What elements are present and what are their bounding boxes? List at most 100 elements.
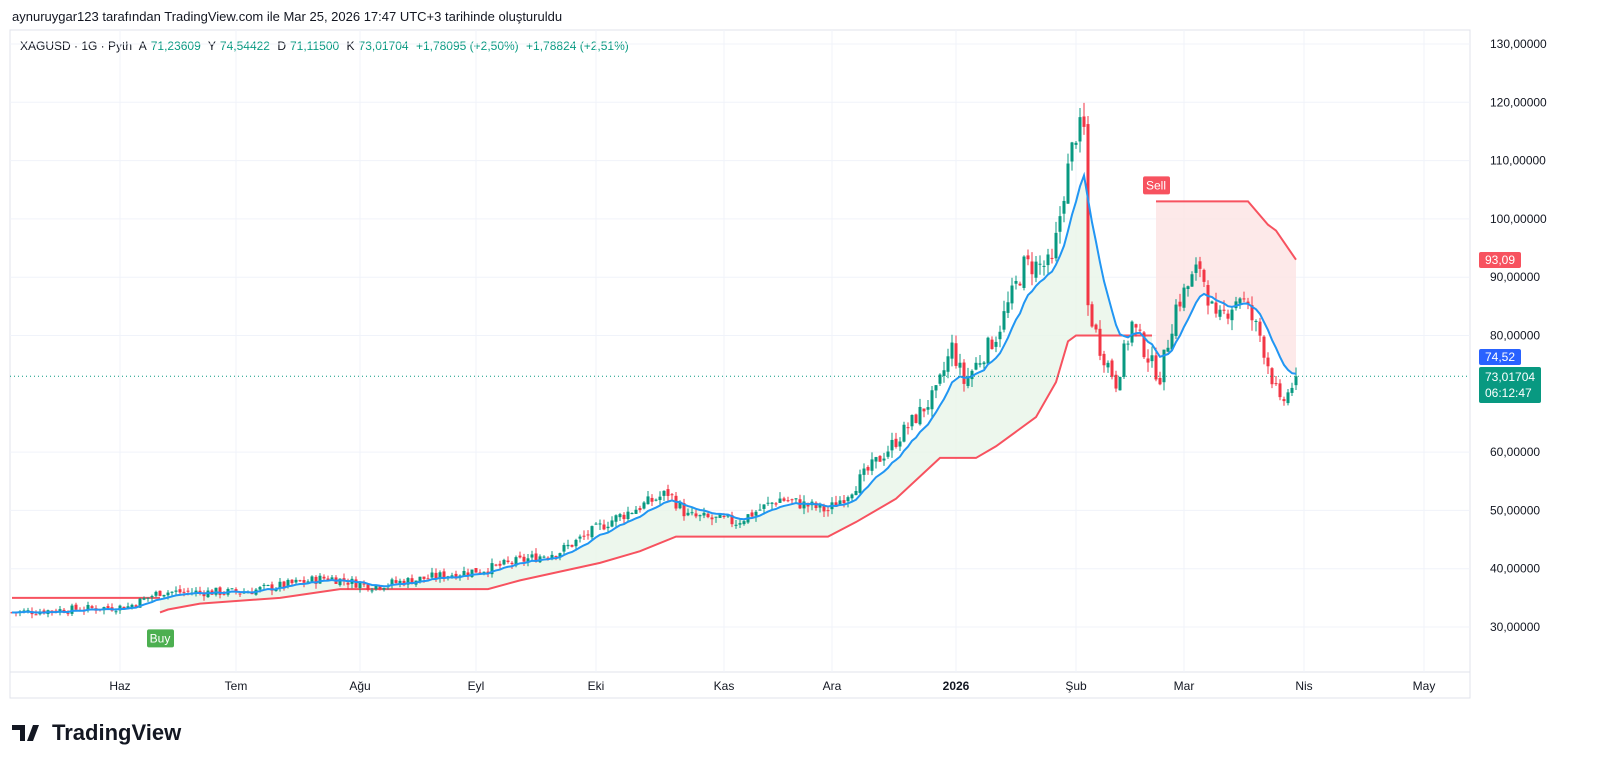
candle-body bbox=[402, 580, 406, 586]
candle-body bbox=[698, 515, 702, 517]
candle-body bbox=[442, 571, 446, 579]
candle-body bbox=[714, 516, 718, 518]
candle-body bbox=[230, 588, 234, 590]
candle-body bbox=[1026, 255, 1030, 260]
candle-body bbox=[470, 569, 474, 577]
candle-body bbox=[542, 556, 546, 558]
candle-body bbox=[1282, 399, 1286, 402]
candle-body bbox=[1214, 302, 1218, 314]
candle-body bbox=[498, 563, 502, 566]
candle-body bbox=[710, 517, 714, 520]
candle-body bbox=[298, 580, 302, 582]
candle-body bbox=[430, 572, 434, 578]
candle-body bbox=[1046, 254, 1050, 266]
candle-body bbox=[1126, 343, 1130, 345]
candle-body bbox=[990, 339, 994, 350]
candle-body bbox=[994, 341, 998, 347]
supertrend-down-line-2 bbox=[1156, 200, 1297, 261]
candle-body bbox=[1066, 163, 1070, 204]
candle-body bbox=[1262, 336, 1266, 358]
candle-body bbox=[314, 576, 318, 584]
candle-body bbox=[954, 343, 958, 366]
candle-body bbox=[294, 579, 298, 583]
candle-body bbox=[370, 590, 374, 592]
candle-body bbox=[1122, 343, 1126, 377]
tradingview-logo[interactable]: TradingView bbox=[12, 720, 181, 746]
candle-body bbox=[326, 578, 330, 580]
candle-body bbox=[586, 534, 590, 536]
x-tick-label: Ağu bbox=[349, 679, 370, 693]
candle-body bbox=[530, 554, 534, 558]
candle-body bbox=[614, 515, 618, 522]
candle-body bbox=[1142, 332, 1146, 358]
candle-body bbox=[870, 459, 874, 471]
candle-body bbox=[522, 556, 526, 562]
symbol[interactable]: XAGUSD · 1G · Pyth bbox=[20, 39, 133, 53]
stop-price-tag: 93,09 bbox=[1479, 252, 1522, 268]
candle-body bbox=[974, 362, 978, 370]
candle-body bbox=[186, 590, 190, 592]
candle-body bbox=[222, 593, 226, 595]
candle-body bbox=[702, 512, 706, 516]
candle-body bbox=[1194, 264, 1198, 273]
candle-body bbox=[690, 512, 694, 514]
candle-body bbox=[346, 582, 350, 585]
candle-body bbox=[374, 585, 378, 590]
candle-body bbox=[570, 544, 574, 547]
candle-body bbox=[1186, 286, 1190, 290]
candle-body bbox=[134, 605, 138, 607]
candle-body bbox=[1010, 285, 1014, 304]
candle-body bbox=[1006, 302, 1010, 313]
last-price-tag: 73,01704 06:12:47 bbox=[1479, 367, 1542, 403]
candle-body bbox=[474, 568, 478, 573]
supertrend-up-line bbox=[159, 334, 1152, 614]
candle-body bbox=[526, 558, 530, 563]
x-tick-label: Tem bbox=[225, 679, 248, 693]
candle-body bbox=[1182, 287, 1186, 308]
candle-body bbox=[1270, 368, 1274, 385]
candle-body bbox=[934, 385, 938, 391]
candle-body bbox=[938, 374, 942, 384]
candle-body bbox=[438, 572, 442, 579]
y-tick-label: 40,00000 bbox=[1490, 562, 1540, 576]
candle-body bbox=[1166, 347, 1170, 352]
candle-body bbox=[818, 503, 822, 508]
candle-body bbox=[310, 576, 314, 582]
candle-body bbox=[562, 544, 566, 552]
candle-body bbox=[962, 362, 966, 384]
candle-body bbox=[1278, 383, 1282, 398]
candle-body bbox=[174, 590, 178, 592]
candle-body bbox=[582, 535, 586, 537]
candle-body bbox=[258, 587, 262, 590]
candle-body bbox=[278, 581, 282, 589]
candle-body bbox=[682, 502, 686, 517]
candle-body bbox=[930, 390, 934, 410]
candle-body bbox=[158, 590, 162, 596]
x-tick-label: Nis bbox=[1295, 679, 1312, 693]
candle-body bbox=[970, 370, 974, 380]
candle-body bbox=[338, 578, 342, 586]
y-tick-label: 80,00000 bbox=[1490, 329, 1540, 343]
candle-body bbox=[734, 524, 738, 526]
candle-body bbox=[482, 571, 486, 573]
candle-body bbox=[890, 439, 894, 451]
high-value: 74,54422 bbox=[219, 39, 270, 53]
candle-body bbox=[882, 458, 886, 461]
candle-body bbox=[1058, 216, 1062, 232]
candle-body bbox=[1174, 304, 1178, 336]
candle-body bbox=[382, 588, 386, 590]
candle-body bbox=[942, 370, 946, 376]
candle-body bbox=[410, 578, 414, 585]
candle-body bbox=[502, 559, 506, 565]
candle-body bbox=[302, 580, 306, 583]
candle-body bbox=[1038, 263, 1042, 265]
candle-body bbox=[318, 575, 322, 584]
y-tick-label: 30,00000 bbox=[1490, 620, 1540, 634]
candle-body bbox=[218, 587, 222, 595]
candle-body bbox=[282, 581, 286, 588]
candle-body bbox=[1074, 142, 1078, 145]
signal-sell-label: Sell bbox=[1146, 178, 1166, 192]
candle-body bbox=[130, 604, 134, 608]
candle-body bbox=[270, 584, 274, 591]
